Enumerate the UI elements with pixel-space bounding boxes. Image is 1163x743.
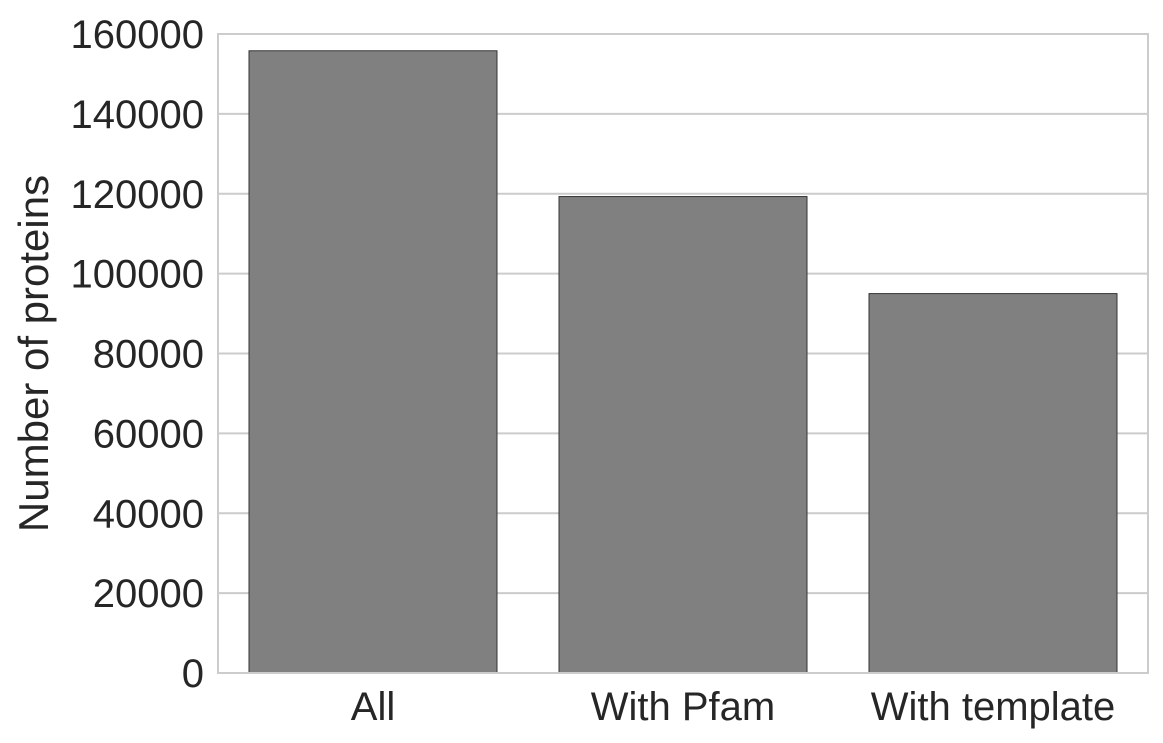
plot-frame <box>217 33 1149 674</box>
bar-all <box>248 50 498 674</box>
y-tick-label: 0 <box>182 652 204 696</box>
y-tick-label: 80000 <box>93 333 204 377</box>
y-axis-ticks: 0 20000 40000 60000 80000 100000 120000 140000 1… <box>71 13 204 696</box>
bar-with-template <box>868 293 1118 674</box>
y-tick-label: 160000 <box>71 13 204 57</box>
x-tick-label: With template <box>871 685 1116 729</box>
y-tick-label: 100000 <box>71 253 204 297</box>
x-axis-ticks: All With Pfam With template <box>351 685 1115 729</box>
y-axis-label: Number of proteins <box>10 175 57 532</box>
x-tick-label: All <box>351 685 395 729</box>
y-tick-label: 120000 <box>71 173 204 217</box>
y-tick-label: 40000 <box>93 492 204 536</box>
y-tick-label: 20000 <box>93 572 204 616</box>
bars <box>248 50 1118 674</box>
x-tick-label: With Pfam <box>591 685 775 729</box>
y-tick-label: 60000 <box>93 412 204 456</box>
y-tick-label: 140000 <box>71 93 204 137</box>
bar-with-pfam <box>558 196 808 674</box>
